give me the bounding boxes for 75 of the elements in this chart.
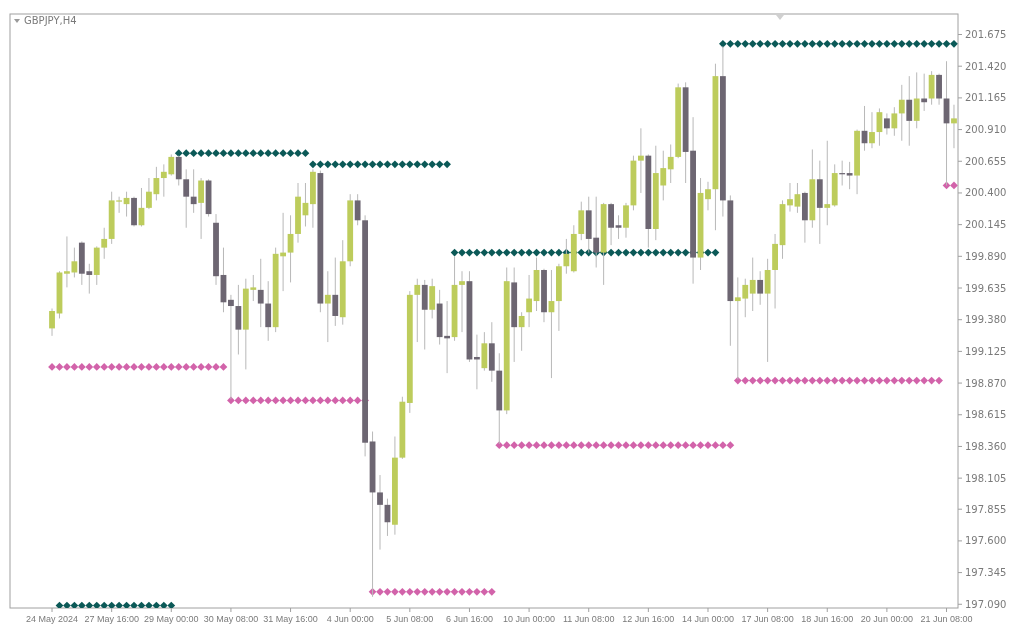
x-tick-label: 27 May 16:00	[84, 614, 139, 624]
x-tick-label: 17 Jun 08:00	[741, 614, 794, 624]
candlestick	[667, 143, 674, 184]
candlestick	[764, 258, 771, 363]
y-tick-label: 201.165	[965, 92, 1007, 104]
x-tick-label: 10 Jun 00:00	[503, 614, 556, 624]
y-tick-label: 197.345	[965, 567, 1007, 579]
candlestick	[459, 270, 465, 333]
candlestick	[749, 257, 756, 312]
y-tick-label: 199.125	[965, 345, 1007, 357]
x-tick-label: 6 Jun 16:00	[445, 614, 493, 624]
candlestick	[183, 168, 190, 229]
y-tick-label: 201.675	[965, 29, 1007, 40]
x-tick-label: 20 Jun 00:00	[860, 614, 913, 624]
x-tick-label: 29 May 00:00	[144, 614, 199, 624]
candlestick	[623, 202, 629, 239]
candlestick	[846, 161, 853, 190]
x-tick-label: 12 Jun 16:00	[622, 614, 675, 624]
candlestick	[913, 71, 920, 129]
candlestick	[794, 182, 801, 214]
candlestick	[883, 112, 890, 136]
candlestick	[101, 227, 108, 260]
x-tick-label: 14 Jun 00:00	[681, 614, 735, 624]
candlestick	[518, 311, 525, 352]
y-tick-label: 198.870	[965, 377, 1007, 389]
candlestick	[615, 214, 622, 240]
candlestick	[936, 73, 942, 106]
y-tick-label: 198.360	[965, 440, 1007, 452]
y-tick-label: 201.420	[965, 60, 1007, 72]
candlestick	[235, 284, 242, 355]
x-tick-label: 18 Jun 16:00	[801, 614, 854, 624]
candlestick	[578, 201, 585, 241]
candlestick	[608, 202, 614, 246]
candlestick	[49, 308, 55, 337]
candlestick	[869, 111, 875, 149]
candlestick	[824, 140, 831, 226]
candlestick	[414, 278, 421, 343]
y-tick-label: 197.600	[965, 535, 1007, 547]
candlestick	[354, 193, 361, 226]
candlestick	[265, 280, 272, 342]
y-tick-label: 198.615	[965, 409, 1007, 421]
candlestick	[757, 270, 764, 306]
candlestick	[198, 177, 205, 240]
x-tick-label: 11 Jun 08:00	[563, 614, 615, 624]
y-tick-label: 197.855	[965, 503, 1007, 515]
candlestick	[928, 70, 935, 106]
candlestick	[898, 84, 905, 142]
chart-title: GBPJPY,H4	[24, 15, 77, 26]
y-tick-label: 199.890	[965, 250, 1007, 262]
candlestick	[429, 278, 436, 319]
candlestick	[332, 257, 339, 327]
y-tick-label: 197.090	[965, 598, 1007, 610]
candlestick	[190, 168, 197, 214]
candlestick	[705, 181, 711, 211]
y-tick-label: 200.145	[965, 219, 1007, 231]
y-tick-label: 198.105	[965, 472, 1007, 484]
x-tick-label: 24 May 2024	[26, 614, 79, 624]
candlestick	[891, 106, 898, 137]
candlestick	[324, 270, 331, 343]
candlestick	[526, 274, 532, 328]
y-tick-label: 200.400	[965, 187, 1007, 199]
x-tick-label: 4 Jun 00:00	[326, 614, 374, 624]
y-tick-label: 199.380	[965, 314, 1007, 326]
candlestick	[787, 182, 793, 213]
x-tick-label: 21 Jun 08:00	[920, 614, 973, 624]
y-tick-label: 199.635	[965, 282, 1007, 294]
x-tick-label: 5 Jun 08:00	[386, 614, 434, 624]
y-tick-label: 200.655	[965, 155, 1007, 167]
candlestick	[637, 127, 644, 194]
candlestick	[257, 258, 264, 328]
x-tick-label: 30 May 08:00	[203, 614, 259, 624]
y-tick-label: 200.910	[965, 124, 1007, 136]
candlestick	[377, 474, 383, 551]
candlestick	[906, 75, 913, 147]
x-tick-label: 31 May 16:00	[263, 614, 318, 624]
